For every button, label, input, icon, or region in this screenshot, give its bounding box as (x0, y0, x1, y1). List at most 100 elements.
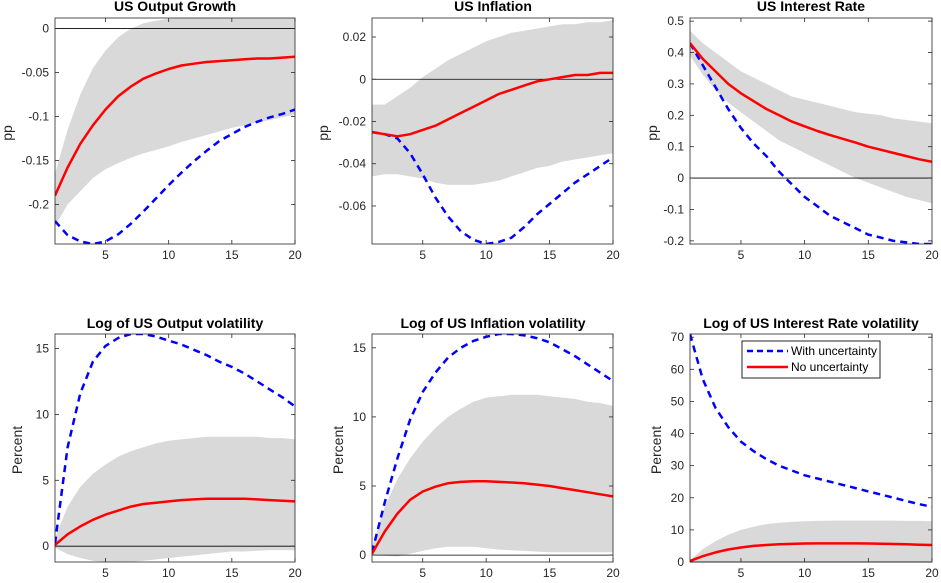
y-tick-label: 40 (671, 427, 685, 441)
axes-box (371, 17, 614, 245)
y-axis-label: Percent (648, 426, 664, 474)
x-tick-label: 20 (925, 248, 939, 262)
panel-title: Log of US Output volatility (87, 315, 264, 331)
y-tick-label: -0.05 (22, 66, 50, 80)
y-tick-label: 10 (36, 407, 50, 421)
axes-box (689, 17, 933, 245)
series-line-with-uncertainty (55, 108, 295, 244)
confidence-band (55, 18, 295, 227)
y-tick-label: 0.5 (667, 14, 684, 28)
panel-title: Log of US Interest Rate volatility (703, 315, 919, 331)
series-line-with-uncertainty (55, 334, 295, 544)
y-axis-label: pp (0, 125, 15, 141)
panel-log-us-interest-rate-volatility: Log of US Interest Rate volatility Perce… (648, 315, 939, 580)
panel-title: US Interest Rate (757, 0, 865, 14)
y-tick-label: 0 (677, 171, 684, 185)
x-tick-label: 5 (738, 248, 745, 262)
y-tick-label: 5 (42, 473, 49, 487)
series-line-no-uncertainty (690, 42, 932, 164)
x-tick-label: 15 (225, 566, 239, 580)
y-tick-label: 15 (36, 341, 50, 355)
series-line-no-uncertainty (55, 497, 295, 546)
y-tick-label: 60 (671, 362, 685, 376)
y-tick-label: 0.2 (667, 108, 684, 122)
y-tick-label: -0.15 (22, 153, 50, 167)
y-axis-label: pp (315, 125, 331, 141)
x-tick-label: 15 (543, 248, 557, 262)
legend-box (741, 340, 881, 379)
series-line-with-uncertainty (372, 130, 613, 244)
x-tick-label: 20 (288, 248, 302, 262)
y-tick-label: 0 (677, 555, 684, 569)
x-tick-label: 20 (288, 566, 302, 580)
axes-box (54, 17, 296, 245)
axes-box (54, 333, 296, 563)
x-tick-label: 10 (798, 566, 812, 580)
x-tick-label: 10 (479, 248, 493, 262)
legend-label-no-uncertainty: No uncertainty (791, 360, 868, 374)
y-tick-label: -0.1 (28, 109, 49, 123)
series-line-with-uncertainty (690, 42, 932, 244)
confidence-band (690, 30, 932, 204)
x-tick-label: 15 (225, 248, 239, 262)
x-tick-label: 10 (798, 248, 812, 262)
series-line-no-uncertainty (372, 479, 613, 555)
confidence-band (690, 520, 932, 562)
y-tick-label: -0.2 (28, 197, 49, 211)
series-line-with-uncertainty (690, 334, 932, 509)
x-tick-label: 15 (862, 566, 876, 580)
y-tick-label: -0.2 (663, 234, 684, 248)
y-axis-label: pp (644, 125, 660, 141)
x-tick-label: 15 (862, 248, 876, 262)
panel-log-us-output-volatility: Log of US Output volatility Percent 5 10 1… (9, 315, 302, 580)
x-tick-label: 20 (606, 566, 620, 580)
series-line-no-uncertainty (372, 71, 613, 138)
y-tick-label: 70 (671, 330, 685, 344)
y-tick-label: 0 (359, 72, 366, 86)
x-tick-label: 15 (543, 566, 557, 580)
series-line-no-uncertainty (690, 542, 932, 562)
axes-box (689, 333, 933, 563)
y-tick-label: -0.1 (663, 202, 684, 216)
confidence-band (372, 394, 613, 557)
y-tick-label: 10 (671, 523, 685, 537)
panel-title: US Output Growth (114, 0, 236, 14)
panel-us-interest-rate: US Interest Rate pp 5 10 15 20 0.5 0.4 0.3 0.2 0… (644, 0, 939, 262)
y-tick-label: 20 (671, 491, 685, 505)
legend-label-with-uncertainty: With uncertainty (791, 344, 877, 358)
x-tick-label: 20 (606, 248, 620, 262)
axes-box (371, 333, 614, 563)
y-tick-label: 0.4 (667, 46, 684, 60)
panel-title: US Inflation (454, 0, 532, 14)
x-tick-label: 10 (162, 566, 176, 580)
panel-us-inflation: US Inflation pp 5 10 15 20 0.02 0 -0.02 -0.04 -0… (315, 0, 620, 262)
x-tick-label: 10 (479, 566, 493, 580)
x-tick-label: 5 (102, 248, 109, 262)
y-tick-label: 15 (353, 341, 367, 355)
y-tick-label: 0 (42, 22, 49, 36)
y-tick-label: 0 (359, 548, 366, 562)
x-tick-label: 5 (102, 566, 109, 580)
series-line-no-uncertainty (55, 55, 295, 197)
y-tick-label: 10 (353, 410, 367, 424)
y-tick-label: 30 (671, 459, 685, 473)
y-tick-label: 5 (359, 479, 366, 493)
confidence-band (55, 436, 295, 562)
legend: With uncertainty No uncertainty (741, 340, 881, 379)
panel-title: Log of US Inflation volatility (400, 315, 585, 331)
y-axis-label: Percent (9, 426, 25, 474)
y-axis-label: Percent (330, 426, 346, 474)
x-tick-label: 5 (419, 248, 426, 262)
y-tick-label: 50 (671, 394, 685, 408)
y-tick-label: 0.3 (667, 77, 684, 91)
y-tick-label: 0 (42, 539, 49, 553)
y-tick-label: -0.02 (339, 114, 367, 128)
x-tick-label: 20 (925, 566, 939, 580)
y-tick-label: 0.02 (343, 30, 367, 44)
x-tick-label: 10 (162, 248, 176, 262)
y-tick-label: -0.04 (339, 157, 367, 171)
confidence-band (372, 20, 613, 185)
panel-us-output-growth: US Output Growth pp 5 10 15 20 0 -0.05 -0.1 -0.… (0, 0, 302, 262)
x-tick-label: 5 (419, 566, 426, 580)
